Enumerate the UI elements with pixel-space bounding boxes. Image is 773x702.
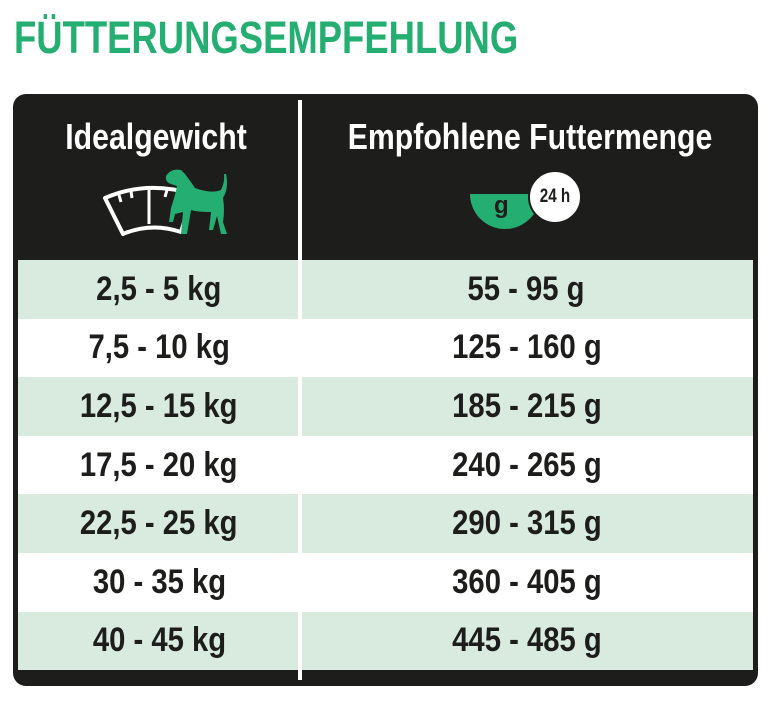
amount-cell: 185 - 215 g: [451, 386, 602, 425]
weight-cell: 17,5 - 20 kg: [80, 445, 238, 484]
header-label: Idealgewicht: [65, 116, 248, 157]
table-row: 7,5 - 10 kg 125 - 160 g: [18, 318, 753, 378]
feeding-table: Idealgewicht Empfohlene Futtermenge g 24…: [13, 94, 758, 686]
table-row: 17,5 - 20 kg 240 - 265 g: [18, 435, 753, 495]
amount-cell: 240 - 265 g: [451, 445, 602, 484]
clock-icon: 24 h: [528, 170, 582, 224]
amount-cell: 55 - 95 g: [467, 269, 586, 308]
header-recommended-amount: Empfohlene Futtermenge g 24 h: [302, 94, 758, 260]
weight-cell: 30 - 35 kg: [92, 562, 226, 601]
clock-label: 24 h: [539, 186, 571, 207]
weight-cell: 22,5 - 25 kg: [80, 504, 238, 543]
bowl-label: g: [494, 192, 509, 219]
amount-cell: 360 - 405 g: [451, 562, 602, 601]
table-body: 2,5 - 5 kg 55 - 95 g 7,5 - 10 kg 125 - 160…: [18, 260, 753, 671]
amount-cell: 445 - 485 g: [451, 621, 602, 660]
table-header: Idealgewicht Empfohlene Futtermenge g 24…: [13, 94, 758, 260]
header-ideal-weight: Idealgewicht: [13, 94, 300, 260]
table-row: 12,5 - 15 kg 185 - 215 g: [18, 377, 753, 436]
table-row: 40 - 45 kg 445 - 485 g: [18, 611, 753, 671]
table-row: 2,5 - 5 kg 55 - 95 g: [18, 260, 753, 319]
weight-cell: 12,5 - 15 kg: [80, 386, 238, 425]
table-row: 22,5 - 25 kg 290 - 315 g: [18, 494, 753, 553]
weight-cell: 40 - 45 kg: [92, 621, 226, 660]
page-title: FÜTTERUNGSEMPFEHLUNG: [14, 12, 519, 63]
header-label: Empfohlene Futtermenge: [347, 116, 713, 157]
weight-cell: 2,5 - 5 kg: [96, 269, 222, 308]
table-row: 30 - 35 kg 360 - 405 g: [18, 552, 753, 612]
scale-with-dog-icon: [103, 169, 227, 236]
amount-cell: 290 - 315 g: [451, 504, 602, 543]
bowl-24h-icon: g 24 h: [470, 168, 590, 238]
weight-cell: 7,5 - 10 kg: [88, 328, 230, 367]
amount-cell: 125 - 160 g: [451, 328, 602, 367]
column-divider: [298, 100, 302, 680]
